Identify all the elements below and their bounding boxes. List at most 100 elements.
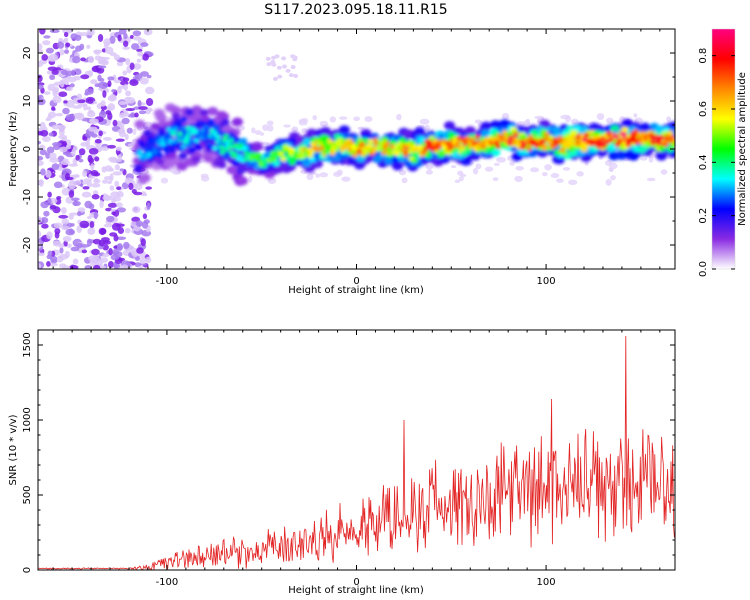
spectrogram-ridge-cell — [557, 135, 563, 141]
spectrogram-haze-blob — [484, 166, 494, 172]
spectrogram-noise-blob — [81, 181, 90, 185]
spectrogram-noise-blob — [136, 247, 144, 254]
spectrogram-noise-blob — [111, 89, 117, 93]
spectrogram-noise-blob — [74, 34, 82, 41]
spectrogram-ridge-cell — [180, 126, 186, 131]
spectrogram-noise-blob — [94, 156, 100, 162]
spectrogram-noise-blob — [86, 44, 91, 49]
spectrogram-ridge-cell — [231, 153, 237, 159]
spectrogram-haze-blob — [396, 113, 402, 121]
spectrogram-noise-blob — [125, 107, 136, 112]
spectrogram-noise-blob — [110, 208, 116, 213]
spectrogram-noise-blob — [103, 195, 113, 201]
spectrogram-ridge-cell — [168, 147, 177, 154]
spectrogram-ridge-cell — [583, 132, 590, 138]
spectrogram-noise-blob — [115, 138, 125, 142]
spectrogram-noise-blob — [58, 214, 69, 219]
spectrogram-ridge-cell — [211, 131, 218, 136]
spectrogram-ridge-cell — [530, 130, 539, 136]
spectrogram-noise-blob — [39, 121, 46, 130]
spectrogram-noise-blob — [98, 227, 107, 235]
spectrogram-noise-blob — [100, 56, 111, 61]
spectrogram-noise-blob — [83, 178, 92, 183]
spectrogram-ridge-cell — [244, 151, 250, 156]
spectrogram-noise-blob — [142, 53, 150, 61]
spectrogram-ridge-cell — [395, 142, 402, 147]
spectrogram-haze-blob — [329, 116, 336, 123]
spectrogram-haze-blob — [319, 172, 329, 178]
spectrogram-noise-blob — [38, 252, 45, 257]
spectrogram-ridge-cell — [256, 153, 263, 158]
spectrogram-noise-blob — [65, 114, 76, 121]
spectrogram-ridge-cell — [256, 157, 262, 163]
spectrogram-noise-blob — [109, 185, 115, 191]
spectrogram-ridge-cell — [384, 157, 394, 165]
spectrogram-noise-blob — [122, 70, 128, 76]
spectrogram-noise-blob — [116, 61, 124, 67]
spectrogram-noise-blob — [110, 191, 120, 199]
spectrogram-noise-blob — [64, 49, 70, 54]
spectrogram-ridge-cell — [350, 143, 356, 149]
spectrogram-ridge-cell — [649, 140, 656, 145]
spectrogram-ridge-cell — [658, 135, 665, 140]
spectrogram-noise-blob — [118, 100, 127, 106]
spectrogram-noise-blob — [128, 182, 134, 191]
spectrogram-noise-blob — [59, 80, 65, 88]
spectrogram-noise-blob — [122, 46, 130, 50]
spectrogram-ridge-cell — [521, 142, 527, 148]
spectrogram-noise-blob — [78, 158, 84, 163]
spectrogram-x-ticks: -100 0 100 — [52, 29, 661, 287]
spectrogram-noise-blob — [108, 168, 115, 172]
colorbar-gradient — [712, 29, 735, 269]
spectrogram-noise-blob — [38, 140, 41, 145]
snr-x-ticks: -100 0 100 — [52, 330, 661, 588]
spectrogram-haze-blob — [640, 157, 648, 161]
spectrogram-ridge-cell — [218, 145, 225, 150]
spectrogram-haze-blob — [450, 165, 457, 169]
spectrogram-noise-blob — [116, 207, 126, 213]
figure-title: S117.2023.095.18.11.R15 — [264, 2, 447, 18]
spectrogram-noise-blob — [62, 265, 71, 269]
spectrogram-noise-blob — [142, 213, 148, 220]
spectrogram-haze-blob — [276, 65, 282, 70]
spectrogram-ridge-cell — [473, 144, 480, 150]
spectrogram-noise-blob — [131, 206, 141, 214]
spectrogram-noise-blob — [132, 63, 142, 70]
spectrogram-ridge-cell — [362, 148, 368, 153]
spectrogram-ridge-cell — [193, 129, 200, 135]
spectrogram-noise-blob — [112, 119, 118, 127]
spectrogram-noise-blob — [47, 191, 52, 198]
spectrogram-noise-blob — [63, 31, 69, 38]
spectrogram-x-tick-label: -100 — [156, 276, 179, 287]
spectrogram-noise-blob — [42, 136, 51, 142]
spectrogram-haze-blob — [357, 126, 365, 130]
spectrogram-noise-blob — [47, 197, 52, 204]
spectrogram-noise-blob — [86, 238, 93, 247]
spectrogram-noise-blob — [40, 217, 49, 224]
spectrogram-haze-blob — [254, 130, 262, 135]
spectrogram-noise-blob — [38, 49, 44, 54]
spectrogram-ridge-cell — [226, 165, 238, 175]
spectrogram-noise-blob — [65, 176, 74, 181]
spectrogram-ridge-cell — [136, 164, 144, 171]
spectrogram-noise-blob — [72, 145, 78, 151]
spectrogram-ridge-cell — [570, 129, 578, 136]
spectrogram-noise-blob — [116, 186, 122, 190]
spectrogram-noise-blob — [86, 215, 92, 220]
spectrogram-noise-blob — [89, 118, 99, 125]
spectrogram-ridge-cell — [180, 144, 187, 150]
spectrogram-haze-blob — [341, 176, 351, 182]
spectrogram-noise-blob — [46, 231, 53, 240]
spectrogram-haze-blob — [353, 116, 361, 122]
spectrogram-noise-blob — [109, 158, 120, 164]
spectrogram-haze-blob — [398, 169, 407, 176]
spectrogram-ridge-cell — [575, 140, 582, 146]
spectrogram-ridge-cell — [601, 143, 607, 148]
spectrogram-haze-blob — [283, 124, 291, 128]
spectrogram-noise-blob — [138, 265, 144, 269]
colorbar-tick-label: 0.4 — [698, 154, 709, 170]
spectrogram-noise-blob — [77, 99, 86, 104]
spectrogram-ridge-cell — [155, 158, 165, 166]
spectrogram-ridge-cell — [218, 112, 230, 121]
spectrogram-ridge-cell — [393, 145, 399, 150]
